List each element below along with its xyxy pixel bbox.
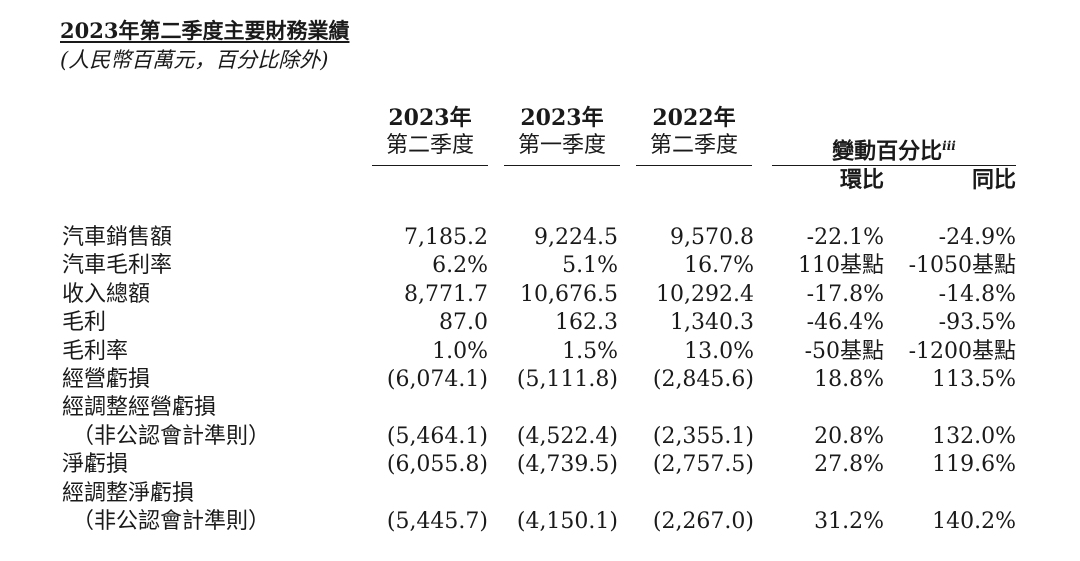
- change-yoy-cell: 113.5%: [932, 367, 1016, 392]
- row-label: （非公認會計準則）: [72, 509, 271, 534]
- value-2023-q1-cell: 5.1%: [562, 253, 618, 279]
- column-header-year: 2023年: [388, 105, 472, 131]
- column-header-2022-q2: 2022年 第二季度: [636, 104, 752, 166]
- value-2022-q2-cell: (2,355.1): [652, 423, 754, 449]
- change-yoy-cell: -14.8%: [938, 281, 1016, 307]
- table-row: 淨虧損 (6,055.8) (4,739.5) (2,757.5) 27.8% 119.6…: [0, 451, 1080, 479]
- value-2023-q1-cell: (4,150.1): [516, 509, 618, 534]
- table-row: 毛利率 1.0% 1.5% 13.0% -50基點 -1200基點: [0, 338, 1080, 366]
- yoy-header: 同比: [971, 167, 1016, 193]
- row-label: 毛利: [62, 310, 107, 336]
- row-label: 收入總額: [62, 281, 151, 307]
- column-header-year: 2023年: [520, 105, 604, 131]
- change-qoq-cell: 18.8%: [814, 367, 884, 392]
- value-2023-q2-cell: 7,185.2: [404, 225, 488, 250]
- change-yoy-cell: -1050基點: [908, 253, 1016, 279]
- value-2023-q2-cell: 1.0%: [432, 338, 488, 364]
- row-label: 經調整經營虧損: [62, 395, 217, 421]
- value-2023-q2-cell: 6.2%: [432, 253, 488, 279]
- change-yoy-cell: -93.5%: [938, 310, 1016, 336]
- change-qoq-cell: -17.8%: [806, 281, 884, 307]
- table-row: 毛利 87.0 162.3 1,340.3 -46.4% -93.5%: [0, 309, 1080, 337]
- column-header-rule: [372, 165, 488, 166]
- change-qoq-cell: -50基點: [804, 338, 884, 364]
- value-2023-q1-cell: 162.3: [555, 310, 618, 336]
- page-subtitle: (人民幣百萬元，百分比除外): [60, 48, 329, 72]
- value-2023-q1-cell: 9,224.5: [534, 225, 618, 250]
- change-yoy-cell: 140.2%: [932, 509, 1016, 534]
- table-row: 經營虧損 (6,074.1) (5,111.8) (2,845.6) 18.8% 113.…: [0, 366, 1080, 394]
- column-header-rule: [504, 165, 620, 166]
- value-2023-q2-cell: (5,464.1): [386, 423, 488, 449]
- value-2022-q2-cell: (2,267.0): [652, 509, 754, 534]
- change-yoy-cell: -24.9%: [938, 225, 1016, 250]
- page-title: 2023年第二季度主要財務業績: [60, 18, 350, 43]
- table-row: 汽車銷售額 7,185.2 9,224.5 9,570.8 -22.1% -24.9%: [0, 224, 1080, 252]
- column-header-quarter: 第二季度: [385, 133, 474, 158]
- row-label: （非公認會計準則）: [72, 423, 271, 449]
- value-2022-q2-cell: (2,757.5): [652, 452, 754, 478]
- value-2023-q1-cell: (4,739.5): [516, 452, 618, 478]
- column-header-rule: [636, 165, 752, 166]
- variance-header-rule: [772, 165, 1016, 166]
- variance-footnote: iii: [942, 139, 956, 153]
- value-2022-q2-cell: 13.0%: [684, 338, 754, 364]
- change-qoq-cell: 20.8%: [814, 423, 884, 449]
- value-2023-q2-cell: 8,771.7: [404, 281, 488, 307]
- change-qoq-cell: 27.8%: [814, 452, 884, 478]
- value-2022-q2-cell: 16.7%: [684, 253, 754, 279]
- table-row: 收入總額 8,771.7 10,676.5 10,292.4 -17.8% -14.8%: [0, 281, 1080, 309]
- value-2023-q2-cell: (6,074.1): [386, 367, 488, 392]
- table-row: （非公認會計準則） (5,445.7) (4,150.1) (2,267.0) 31.2…: [0, 508, 1080, 536]
- value-2023-q2-cell: (5,445.7): [386, 509, 488, 534]
- change-qoq-cell: 110基點: [798, 253, 884, 279]
- value-2022-q2-cell: 9,570.8: [670, 225, 754, 250]
- change-qoq-cell: -46.4%: [806, 310, 884, 336]
- variance-label: 變動百分比: [832, 138, 943, 165]
- value-2023-q1-cell: (5,111.8): [516, 367, 618, 392]
- value-2022-q2-cell: 10,292.4: [656, 281, 754, 307]
- value-2023-q1-cell: 1.5%: [562, 338, 618, 364]
- value-2023-q1-cell: (4,522.4): [516, 423, 618, 449]
- column-header-2023-q2: 2023年 第二季度: [372, 104, 488, 166]
- table-row: 經調整淨虧損: [0, 480, 1080, 508]
- row-label: 淨虧損: [62, 452, 129, 478]
- column-header-quarter: 第二季度: [649, 133, 738, 158]
- change-qoq-cell: 31.2%: [814, 509, 884, 534]
- value-2023-q2-cell: 87.0: [439, 310, 488, 336]
- column-header-quarter: 第一季度: [517, 133, 606, 158]
- change-yoy-cell: -1200基點: [908, 338, 1016, 364]
- change-yoy-cell: 119.6%: [932, 452, 1016, 478]
- row-label: 毛利率: [62, 338, 129, 364]
- value-2023-q1-cell: 10,676.5: [520, 281, 618, 307]
- row-label: 汽車銷售額: [62, 225, 173, 250]
- value-2022-q2-cell: (2,845.6): [652, 367, 754, 392]
- table-row: 經調整經營虧損: [0, 394, 1080, 422]
- change-qoq-cell: -22.1%: [806, 225, 884, 250]
- value-2022-q2-cell: 1,340.3: [670, 310, 754, 336]
- row-label: 經調整淨虧損: [62, 480, 195, 506]
- column-header-2023-q1: 2023年 第一季度: [504, 104, 620, 166]
- table-row: （非公認會計準則） (5,464.1) (4,522.4) (2,355.1) 20.8…: [0, 423, 1080, 451]
- variance-header: 變動百分比iii: [772, 132, 1016, 165]
- qoq-header: 環比: [839, 167, 884, 193]
- value-2023-q2-cell: (6,055.8): [386, 452, 488, 478]
- row-label: 汽車毛利率: [62, 253, 173, 279]
- table-row: 汽車毛利率 6.2% 5.1% 16.7% 110基點 -1050基點: [0, 252, 1080, 280]
- row-label: 經營虧損: [62, 367, 151, 392]
- change-yoy-cell: 132.0%: [932, 423, 1016, 449]
- column-header-year: 2022年: [652, 105, 736, 131]
